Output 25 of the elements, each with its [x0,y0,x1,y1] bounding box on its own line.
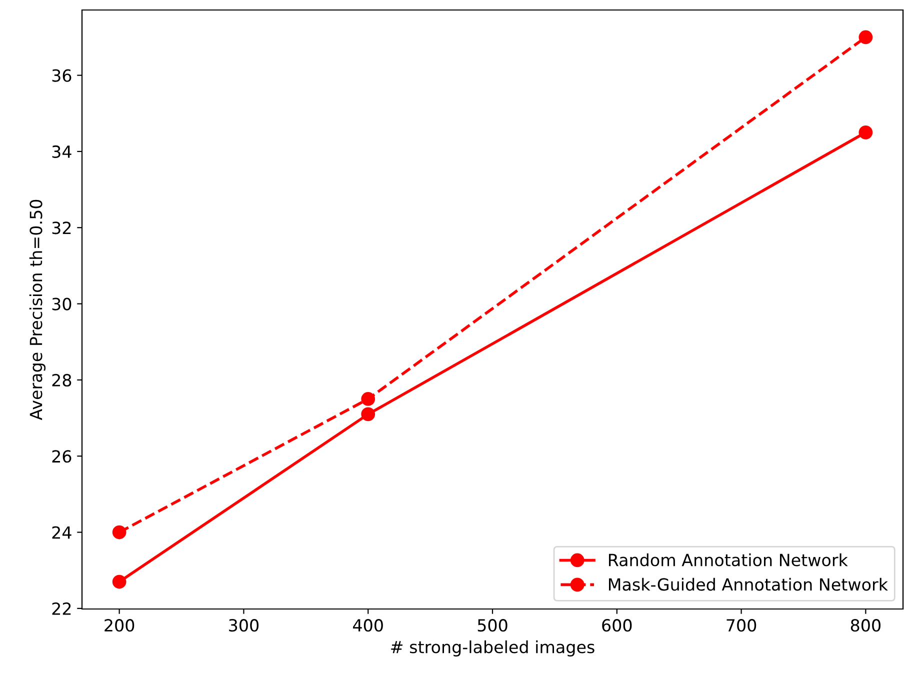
y-tick-label: 24 [52,526,72,539]
point [361,392,376,406]
x-tick-label: 300 [229,619,259,632]
point [112,525,126,540]
x-tick-label: 600 [602,619,632,632]
x-axis-title: # strong-labeled images [391,640,594,657]
y-tick-label: 26 [52,450,72,463]
y-tick-label: 30 [52,298,72,310]
x-tick-label: 500 [478,619,508,632]
point [858,125,873,140]
legend-label: Mask-Guided Annotation Network [608,578,888,591]
y-tick-label: 32 [52,222,71,234]
legend-label: Random Annotation Network [608,553,848,566]
y-tick-label: 28 [52,374,72,387]
point [361,407,376,422]
x-tick-label: 400 [353,619,383,632]
point [858,30,873,44]
y-tick-label: 22 [52,602,71,615]
x-tick-label: 800 [850,619,880,632]
y-tick-label: 34 [52,145,72,158]
y-tick-label: 36 [52,69,72,82]
x-tick-label: 200 [104,619,134,632]
point [112,574,126,589]
x-tick-label: 700 [726,619,756,632]
y-axis-title: Average Precision th=0.50 [29,200,46,420]
